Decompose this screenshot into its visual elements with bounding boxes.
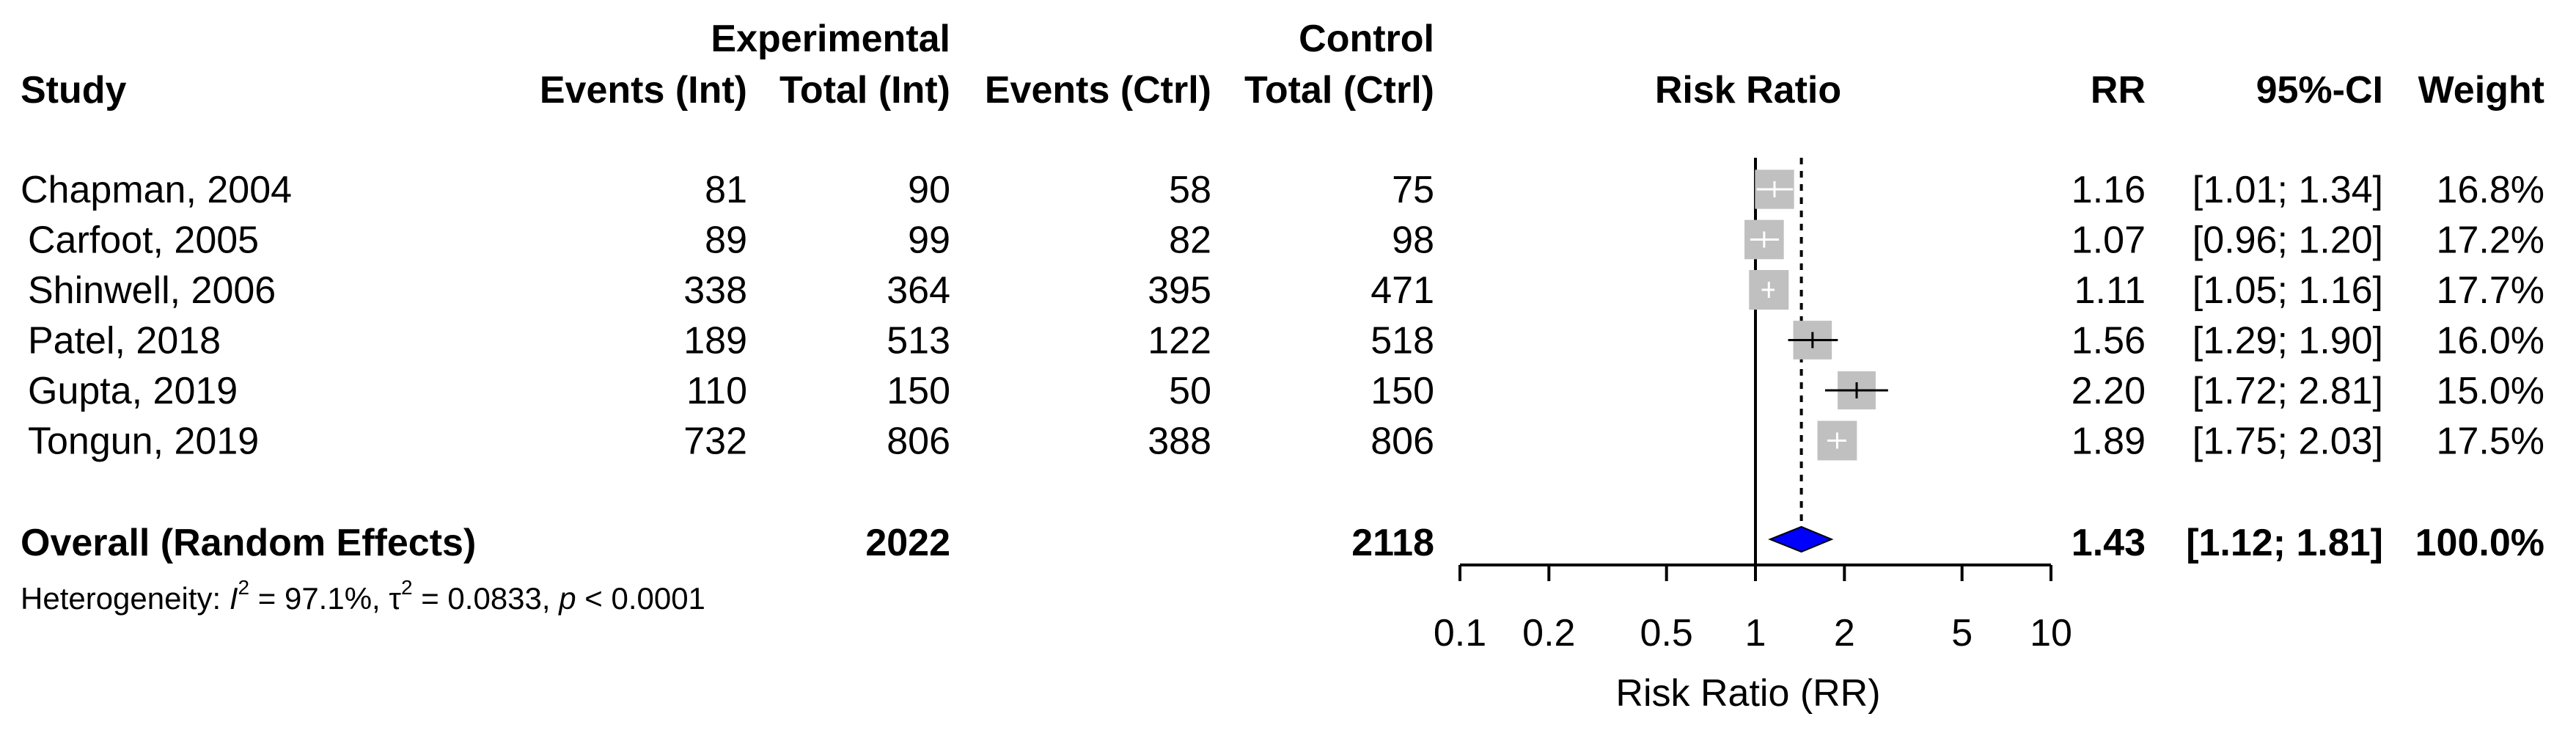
overall-diamond (1768, 525, 1834, 553)
study-row: Carfoot, 2005 89 99 82 98 1.07 [0.96; 1.20] 17.… (28, 219, 2544, 262)
overall-weight: 100.0% (2415, 522, 2544, 564)
study-marks (1744, 169, 1888, 461)
events-ctrl-cell: 58 (1169, 169, 1211, 211)
total-int-cell: 806 (887, 420, 950, 463)
x-tick-label: 10 (2030, 612, 2072, 654)
ci-cell: [1.75; 2.03] (2192, 420, 2383, 463)
weight-cell: 16.8% (2437, 169, 2544, 211)
header-events-int: Events (Int) (540, 69, 747, 112)
study-name: Chapman, 2004 (21, 169, 292, 211)
overall-total-ctrl: 2118 (1351, 522, 1434, 564)
x-tick-label: 0.5 (1640, 612, 1693, 654)
events-ctrl-cell: 122 (1148, 320, 1211, 362)
header-experimental: Experimental (711, 18, 950, 60)
study-name: Gupta, 2019 (28, 370, 238, 412)
rr-cell: 1.07 (2072, 219, 2146, 262)
overall-row: Overall (Random Effects) 2022 2118 1.43 … (21, 522, 2544, 564)
total-int-cell: 150 (887, 370, 950, 412)
rr-cell: 1.89 (2072, 420, 2146, 463)
header-rr: RR (2091, 69, 2146, 112)
total-ctrl-cell: 806 (1370, 420, 1434, 463)
weight-cell: 15.0% (2437, 370, 2544, 412)
events-int-cell: 110 (686, 370, 747, 412)
header-ci: 95%-CI (2256, 69, 2383, 112)
events-ctrl-cell: 388 (1148, 420, 1211, 463)
weight-cell: 17.2% (2437, 219, 2544, 262)
header-weight: Weight (2418, 69, 2544, 112)
total-ctrl-cell: 518 (1370, 320, 1434, 362)
weight-cell: 17.5% (2437, 420, 2544, 463)
total-ctrl-cell: 98 (1392, 219, 1434, 262)
header-total-ctrl: Total (Ctrl) (1244, 69, 1434, 112)
x-tick-label: 2 (1834, 612, 1855, 654)
table-header: Experimental Control Study Events (Int) … (21, 18, 2544, 112)
events-int-cell: 89 (705, 219, 747, 262)
study-name: Carfoot, 2005 (28, 219, 259, 262)
study-name: Tongun, 2019 (28, 420, 259, 463)
ci-cell: [1.29; 1.90] (2192, 320, 2383, 362)
rr-cell: 1.16 (2072, 169, 2146, 211)
events-int-cell: 338 (683, 269, 747, 312)
rr-cell: 1.56 (2072, 320, 2146, 362)
total-int-cell: 90 (908, 169, 950, 211)
study-row: Chapman, 2004 81 90 58 75 1.16 [1.01; 1.34] 16.… (21, 169, 2544, 211)
x-tick-label: 0.1 (1434, 612, 1486, 654)
x-axis-ticks: 0.1 0.2 0.5 1 2 5 10 (1434, 565, 2072, 654)
heterogeneity-text: Heterogeneity: I2 = 97.1%, τ2 = 0.0833, … (21, 576, 705, 616)
total-int-cell: 513 (887, 320, 950, 362)
overall-total-int: 2022 (865, 522, 950, 564)
events-ctrl-cell: 395 (1148, 269, 1211, 312)
overall-label: Overall (Random Effects) (21, 522, 476, 564)
header-events-ctrl: Events (Ctrl) (985, 69, 1211, 112)
study-name: Patel, 2018 (28, 320, 221, 362)
total-int-cell: 364 (887, 269, 950, 312)
study-row: Patel, 2018 189 513 122 518 1.56 [1.29; 1.90] 1… (28, 320, 2544, 362)
study-row: Tongun, 2019 732 806 388 806 1.89 [1.75; 2.03]… (28, 420, 2544, 463)
study-row: Gupta, 2019 110 150 50 150 2.20 [1.72; 2.81] 15… (28, 370, 2544, 412)
study-name: Shinwell, 2006 (28, 269, 276, 312)
header-total-int: Total (Int) (779, 69, 950, 112)
events-ctrl-cell: 50 (1169, 370, 1211, 412)
ci-cell: [0.96; 1.20] (2192, 219, 2383, 262)
weight-cell: 16.0% (2437, 320, 2544, 362)
weight-cell: 17.7% (2437, 269, 2544, 312)
x-axis-label: Risk Ratio (RR) (1615, 672, 1880, 715)
events-int-cell: 189 (683, 320, 747, 362)
total-ctrl-cell: 150 (1370, 370, 1434, 412)
study-row: Shinwell, 2006 338 364 395 471 1.11 [1.05; 1.1… (28, 269, 2544, 312)
rr-cell: 2.20 (2072, 370, 2146, 412)
total-int-cell: 99 (908, 219, 950, 262)
total-ctrl-cell: 471 (1370, 269, 1434, 312)
rr-cell: 1.11 (2074, 269, 2146, 312)
overall-ci: [1.12; 1.81] (2186, 522, 2383, 564)
x-tick-label: 1 (1745, 612, 1766, 654)
plot-area: 0.1 0.2 0.5 1 2 5 10 Risk Ratio (RR) (1434, 158, 2072, 715)
header-risk-ratio: Risk Ratio (1655, 69, 1841, 112)
overall-rr: 1.43 (2072, 522, 2146, 564)
header-study: Study (21, 69, 127, 112)
events-int-cell: 732 (683, 420, 747, 463)
x-tick-label: 5 (1951, 612, 1973, 654)
x-tick-label: 0.2 (1522, 612, 1575, 654)
total-ctrl-cell: 75 (1392, 169, 1434, 211)
ci-cell: [1.01; 1.34] (2192, 169, 2383, 211)
header-control: Control (1299, 18, 1434, 60)
ci-cell: [1.05; 1.16] (2192, 269, 2383, 312)
events-ctrl-cell: 82 (1169, 219, 1211, 262)
study-rows: Chapman, 2004 81 90 58 75 1.16 [1.01; 1.34] 16.… (21, 169, 2544, 463)
events-int-cell: 81 (705, 169, 747, 211)
ci-cell: [1.72; 2.81] (2192, 370, 2383, 412)
